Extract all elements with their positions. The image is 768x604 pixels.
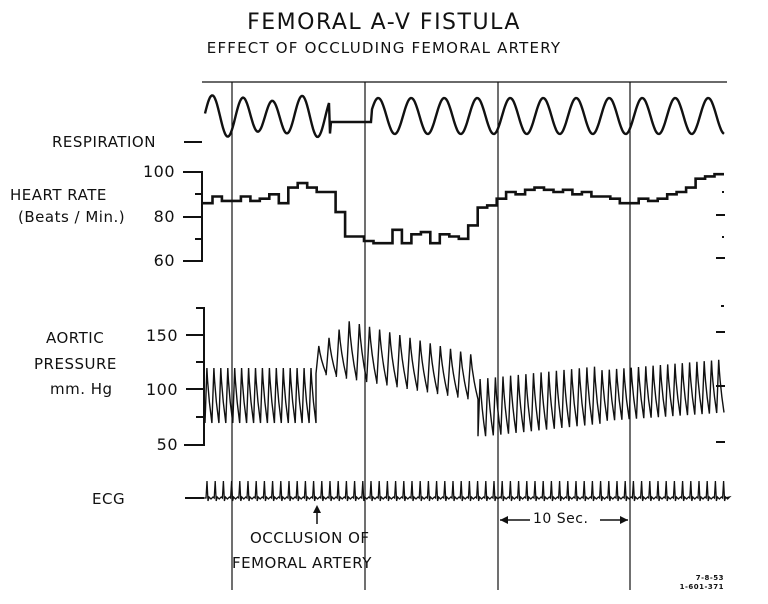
time-scale-arrow-icon [500, 516, 628, 524]
chart-title: FEMORAL A-V FISTULA [247, 10, 521, 35]
pressure-label: PRESSURE [34, 355, 117, 373]
occlusion-label-line1: OCCLUSION OF [250, 529, 370, 547]
hr-tick-100: 100 [142, 162, 175, 181]
aortic-pressure-axis [184, 307, 205, 446]
heart-rate-unit-label: (Beats / Min.) [18, 208, 126, 226]
ap-tick-100: 100 [145, 380, 178, 399]
reference-number: 1-601-371 [679, 583, 724, 591]
heart-rate-axis [183, 171, 203, 262]
time-scale-label: 10 Sec. [530, 511, 592, 527]
aortic-pressure-trace [204, 321, 725, 437]
respiration-label: RESPIRATION [52, 133, 156, 151]
heart-rate-trace [203, 172, 724, 245]
ap-tick-150: 150 [145, 326, 178, 345]
heart-rate-label: HEART RATE [10, 186, 107, 204]
ap-tick-50: 50 [156, 435, 178, 454]
occlusion-arrow-icon [313, 505, 321, 524]
date-stamp: 7-8-53 [695, 574, 724, 582]
ap-right-ticks [716, 305, 725, 443]
ecg-label: ECG [92, 490, 126, 508]
hr-tick-60: 60 [153, 251, 175, 270]
respiration-trace [203, 94, 725, 139]
hr-right-ticks [716, 191, 725, 259]
occlusion-label-line2: FEMORAL ARTERY [232, 554, 372, 572]
ecg-trace [204, 480, 732, 502]
hr-tick-80: 80 [153, 207, 175, 226]
aortic-label: AORTIC [46, 329, 105, 347]
pressure-unit-label: mm. Hg [50, 380, 113, 398]
chart-subtitle: EFFECT OF OCCLUDING FEMORAL ARTERY [206, 39, 562, 57]
time-marker-lines [231, 82, 631, 590]
